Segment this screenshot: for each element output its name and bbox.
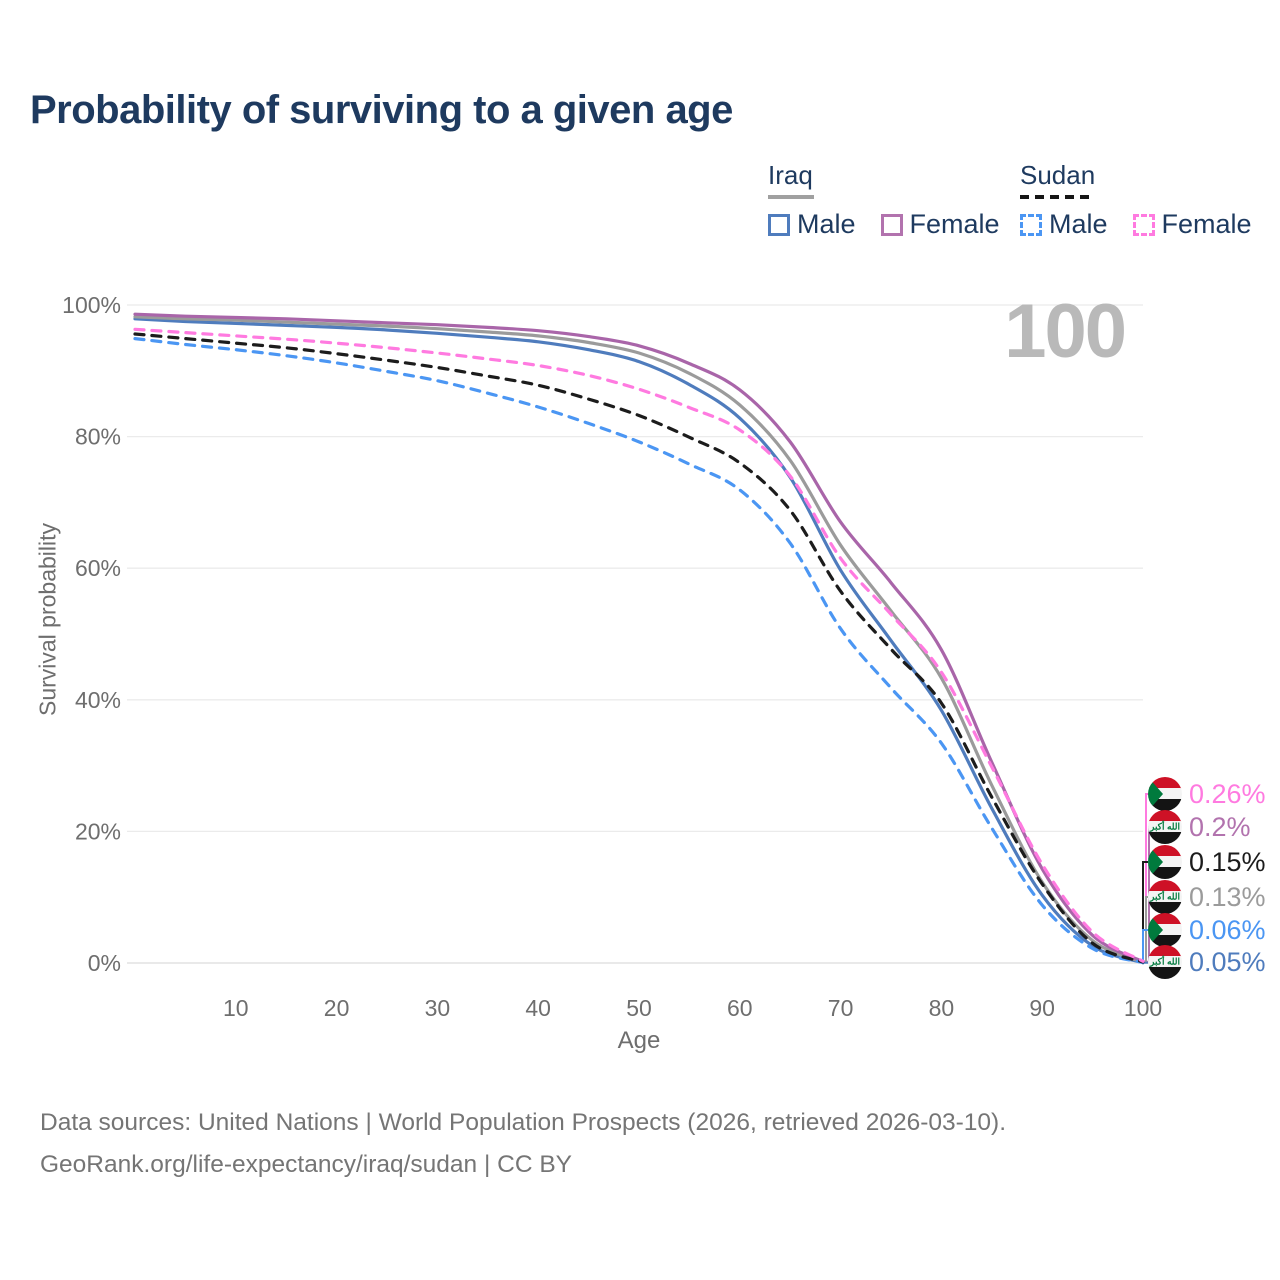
end-label-value: 0.13% (1189, 881, 1266, 912)
x-tick-label: 60 (727, 995, 753, 1021)
x-tick-label: 100 (1124, 995, 1162, 1021)
legend-item-label: Female (909, 209, 1000, 239)
end-label-sudan-male: 0.06% (1148, 913, 1266, 947)
flag-sudan-icon (1148, 777, 1182, 811)
x-tick-label: 90 (1029, 995, 1055, 1021)
legend-item-label: Male (1049, 209, 1108, 239)
legend-item-sudan-male[interactable]: Male (1020, 209, 1108, 240)
end-label-value: 0.06% (1189, 914, 1266, 945)
legend-underline-sudan (1020, 195, 1094, 199)
y-tick-label: 100% (62, 292, 121, 318)
y-tick-label: 60% (75, 555, 121, 581)
legend-underline-iraq (768, 195, 814, 199)
y-tick-label: 0% (88, 950, 121, 976)
end-label-value: 0.2% (1189, 811, 1251, 842)
series-line-sudan-female[interactable] (133, 327, 1145, 963)
end-label-iraq: الله أكبر 0.13% (1148, 880, 1266, 914)
series-line-iraq-female[interactable] (133, 312, 1145, 964)
end-label-value: 0.26% (1189, 778, 1266, 809)
end-label-connector (1142, 861, 1150, 962)
legend-swatch-sudan-male-icon (1020, 213, 1042, 236)
footer: Data sources: United Nations | World Pop… (40, 1102, 1006, 1186)
page-title: Probability of surviving to a given age (30, 88, 733, 132)
series-line-sudan-male[interactable] (133, 337, 1145, 965)
end-label-iraq-male: الله أكبر 0.05% (1148, 945, 1266, 979)
end-label-iraq-female: الله أكبر 0.2% (1148, 810, 1251, 844)
legend-item-label: Male (797, 209, 856, 239)
x-tick-label: 70 (828, 995, 854, 1021)
series-line-iraq-male[interactable] (133, 317, 1145, 965)
legend-country-label-iraq: Iraq (768, 160, 813, 190)
x-tick-label: 80 (929, 995, 955, 1021)
legend-item-label: Female (1161, 209, 1252, 239)
legend-swatch-sudan-female-icon (1132, 213, 1155, 236)
x-axis-title: Age (618, 1027, 661, 1054)
flag-iraq-icon: الله أكبر (1148, 880, 1182, 914)
series-line-iraq[interactable] (133, 315, 1145, 964)
y-axis-title: Survival probability (34, 522, 61, 717)
x-tick-label: 30 (425, 995, 451, 1021)
legend-item-iraq-female[interactable]: Female (880, 209, 1000, 240)
x-tick-label: 10 (223, 995, 249, 1021)
flag-sudan-icon (1148, 845, 1182, 879)
legend-group-iraq: Iraq Male Female (768, 160, 1000, 240)
y-tick-label: 80% (75, 424, 121, 450)
y-tick-label: 40% (75, 687, 121, 713)
end-label-sudan-female: 0.26% (1148, 777, 1266, 811)
end-label-value: 0.05% (1189, 946, 1266, 977)
legend-swatch-iraq-female-icon (880, 213, 903, 236)
legend-country-label-sudan: Sudan (1020, 160, 1096, 190)
x-tick-label: 50 (626, 995, 652, 1021)
legend-item-iraq-male[interactable]: Male (768, 209, 856, 240)
hovered-age-watermark: 100 (1004, 289, 1127, 374)
legend-swatch-iraq-male-icon (768, 213, 790, 236)
end-label-sudan: 0.15% (1148, 845, 1266, 879)
x-tick-label: 40 (525, 995, 551, 1021)
legend-item-sudan-female[interactable]: Female (1132, 209, 1252, 240)
flag-iraq-icon: الله أكبر (1148, 945, 1182, 979)
end-label-connector (1142, 929, 1150, 963)
x-tick-label: 20 (324, 995, 350, 1021)
footer-attribution: GeoRank.org/life-expectancy/iraq/sudan |… (40, 1151, 573, 1178)
end-label-value: 0.15% (1189, 846, 1266, 877)
series-line-sudan[interactable] (133, 332, 1145, 964)
footer-sources: Data sources: United Nations | World Pop… (40, 1109, 1007, 1136)
y-tick-label: 20% (75, 818, 121, 844)
flag-iraq-icon: الله أكبر (1148, 810, 1182, 844)
legend-group-sudan: Sudan Male Female (1020, 160, 1252, 240)
flag-sudan-icon (1148, 913, 1182, 947)
